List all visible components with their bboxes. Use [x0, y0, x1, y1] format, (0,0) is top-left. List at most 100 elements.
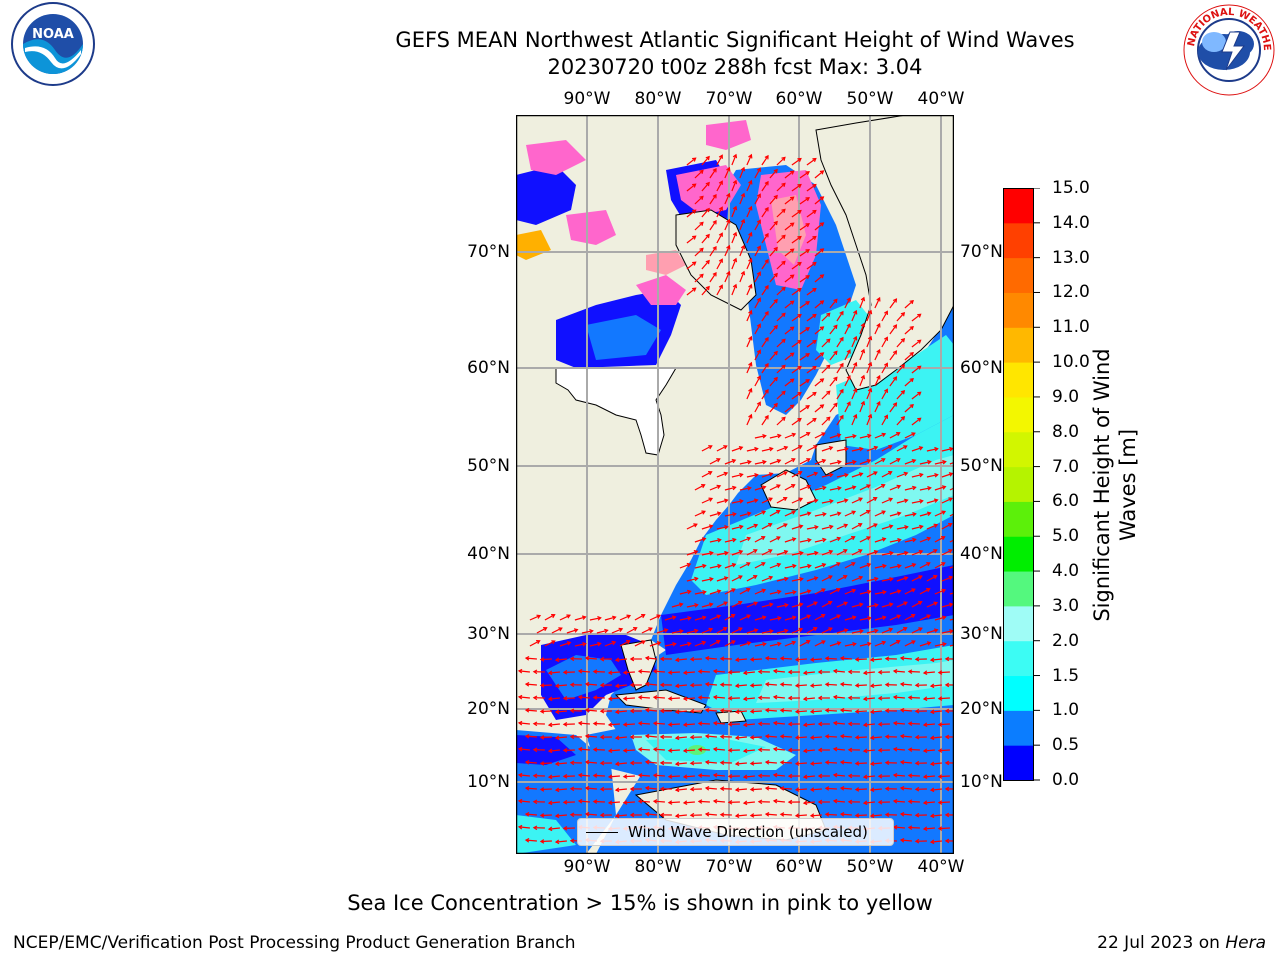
wave-direction-arrow: [611, 628, 623, 634]
wave-direction-arrowhead: [832, 720, 838, 726]
wave-direction-arrow: [746, 336, 752, 348]
wave-direction-arrowhead: [769, 629, 774, 634]
wave-direction-arrow: [585, 709, 597, 712]
wave-direction-arrow: [761, 207, 769, 218]
wave-direction-arrowhead: [854, 735, 860, 740]
wave-direction-arrowhead: [914, 760, 920, 766]
wave-direction-arrow: [701, 182, 710, 192]
wave-direction-arrowhead: [637, 669, 643, 674]
wave-direction-arrow: [799, 458, 810, 465]
wave-direction-arrow: [836, 389, 844, 400]
wave-direction-arrow: [930, 840, 942, 843]
wave-direction-arrowhead: [805, 249, 810, 254]
wave-direction-arrow: [938, 827, 950, 830]
wave-direction-arrowhead: [599, 708, 605, 714]
wave-direction-arrowhead: [832, 694, 838, 700]
wave-direction-arrow: [754, 510, 766, 517]
wave-direction-arrow: [934, 510, 946, 517]
wave-direction-arrowhead: [812, 157, 817, 163]
wave-direction-arrow: [836, 499, 848, 504]
wave-direction-arrowhead: [629, 760, 635, 766]
wave-direction-arrow: [941, 603, 953, 608]
wave-direction-arrowhead: [790, 300, 795, 305]
wave-direction-arrow: [608, 723, 620, 726]
wave-direction-arrowhead: [881, 484, 886, 489]
wave-direction-arrowhead: [888, 602, 894, 607]
wave-direction-arrow: [866, 604, 878, 608]
wave-direction-arrow: [814, 326, 824, 335]
wave-direction-arrowhead: [607, 670, 613, 676]
wave-direction-arrowhead: [682, 774, 688, 780]
wave-direction-arrowhead: [777, 616, 782, 621]
wave-direction-arrow: [765, 813, 777, 816]
wave-direction-arrow: [518, 670, 530, 673]
wave-direction-arrow: [821, 627, 833, 634]
page-subtitle: 20230720 t00z 288h fcst Max: 3.04: [547, 55, 923, 79]
wave-direction-arrowhead: [697, 669, 703, 674]
wave-direction-arrowhead: [738, 446, 744, 451]
wave-direction-arrowhead: [914, 812, 920, 818]
wave-direction-arrowhead: [934, 446, 939, 452]
wave-direction-arrowhead: [674, 683, 680, 689]
wave-direction-arrow: [934, 616, 946, 621]
wave-direction-arrowhead: [929, 657, 935, 663]
wave-direction-arrowhead: [847, 669, 853, 675]
wave-direction-arrowhead: [599, 682, 605, 688]
wave-direction-arrow: [844, 375, 851, 387]
wave-direction-arrowhead: [826, 416, 831, 421]
wave-direction-arrow: [889, 324, 897, 335]
wave-direction-arrow: [791, 628, 803, 634]
wave-direction-arrow: [713, 800, 725, 803]
wave-direction-arrowhead: [934, 473, 939, 478]
wave-direction-arrow: [596, 629, 608, 634]
wave-direction-arrowhead: [853, 335, 858, 341]
wave-direction-arrow: [735, 788, 747, 791]
wave-direction-arrow: [851, 414, 857, 426]
wave-direction-arrow: [615, 814, 627, 817]
wave-direction-arrowhead: [699, 247, 704, 252]
wave-direction-arrowhead: [884, 656, 890, 662]
wave-direction-arrowhead: [862, 748, 868, 754]
wave-direction-arrowhead: [756, 375, 761, 380]
wave-direction-arrowhead: [702, 590, 707, 595]
wave-direction-arrowhead: [853, 361, 858, 367]
wave-direction-arrow: [791, 578, 803, 582]
wave-direction-arrow: [836, 311, 844, 322]
wave-direction-arrowhead: [566, 614, 571, 619]
wave-direction-arrowhead: [599, 812, 605, 818]
wave-direction-arrow: [698, 800, 710, 803]
wave-direction-arrow: [938, 749, 950, 752]
wave-direction-arrowhead: [933, 549, 938, 554]
wave-direction-arrowhead: [851, 588, 857, 593]
wave-direction-arrow: [904, 563, 916, 569]
wave-direction-arrow: [889, 350, 897, 361]
wave-direction-arrow: [724, 167, 730, 179]
colorbar-tick-label: 3.0: [1052, 595, 1080, 616]
wave-direction-arrow: [780, 813, 792, 816]
wave-direction-arrowhead: [543, 627, 548, 632]
wave-direction-arrow: [911, 365, 921, 374]
wave-direction-arrowhead: [783, 445, 789, 451]
wave-direction-arrowhead: [900, 389, 906, 395]
wave-direction-arrowhead: [584, 811, 590, 817]
wave-direction-arrow: [623, 697, 635, 700]
wave-direction-arrow: [641, 627, 653, 634]
wave-direction-arrowhead: [784, 603, 789, 608]
wave-direction-arrow: [686, 629, 698, 634]
wave-direction-arrowhead: [547, 826, 553, 832]
wave-direction-arrowhead: [689, 656, 695, 662]
wave-direction-arrowhead: [746, 614, 751, 619]
wave-direction-arrow: [791, 366, 802, 374]
wave-direction-arrowhead: [701, 484, 706, 489]
wave-direction-arrowhead: [944, 838, 950, 844]
wave-direction-arrow: [683, 697, 695, 700]
wave-direction-arrowhead: [723, 627, 728, 632]
wave-direction-arrowhead: [903, 627, 908, 632]
wave-direction-arrow: [836, 629, 848, 634]
wave-direction-arrowhead: [881, 640, 887, 646]
wave-direction-arrow: [746, 154, 752, 166]
wave-direction-arrowhead: [626, 640, 631, 645]
wave-direction-arrowhead: [674, 735, 680, 741]
wave-direction-arrow: [866, 362, 872, 374]
wave-direction-arrow: [859, 617, 871, 621]
